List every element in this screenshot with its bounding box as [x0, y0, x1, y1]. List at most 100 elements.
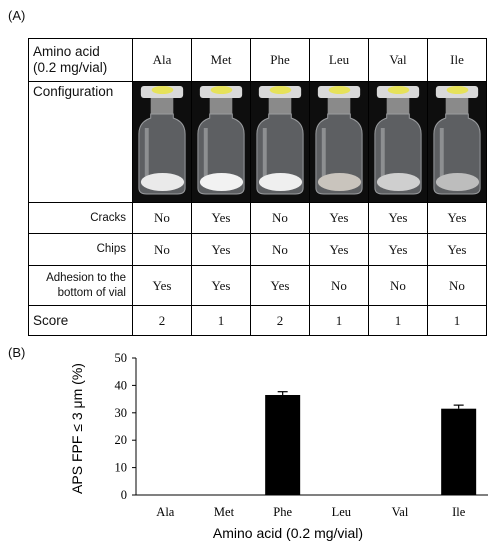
aa-header: Leu — [309, 38, 369, 82]
table-cell: No — [250, 233, 310, 266]
vial-body — [197, 113, 245, 195]
table-cell: Yes — [191, 265, 251, 306]
bar-phe — [265, 394, 301, 495]
glass-highlight — [439, 128, 444, 182]
vial-neck — [386, 98, 410, 114]
adhesion-label-line-2: bottom of vial — [57, 286, 126, 299]
x-tick-label: Met — [214, 505, 235, 519]
table-cell: Yes — [250, 265, 310, 306]
y-tick-label: 20 — [115, 433, 128, 447]
y-tick-label: 10 — [115, 461, 128, 475]
table-header-row: Amino acid (0.2 mg/vial) Ala Met Phe Leu… — [28, 38, 487, 82]
score-cell: 1 — [368, 305, 428, 336]
table-cell: Yes — [427, 233, 487, 266]
table-cell: No — [309, 265, 369, 306]
lyophilized-cake — [258, 173, 303, 191]
vial-body — [256, 113, 304, 195]
x-tick-label: Val — [392, 505, 409, 519]
x-tick-label: Leu — [332, 505, 352, 519]
cracks-row: Cracks No Yes No Yes Yes Yes — [28, 202, 487, 234]
vial-neck — [268, 98, 292, 114]
aa-header: Met — [191, 38, 251, 82]
x-tick-label: Ile — [452, 505, 466, 519]
stopper-label — [328, 86, 351, 94]
score-cell: 1 — [191, 305, 251, 336]
adhesion-row: Adhesion to the bottom of vial Yes Yes Y… — [28, 265, 487, 306]
vial-photo — [191, 81, 251, 203]
vial-body — [433, 113, 481, 195]
table-cell: No — [368, 265, 428, 306]
y-tick-label: 50 — [115, 351, 128, 365]
amino-acid-table: Amino acid (0.2 mg/vial) Ala Met Phe Leu… — [28, 38, 487, 336]
vial-photo — [309, 81, 369, 203]
table-cell: Yes — [309, 233, 369, 266]
y-tick-label: 40 — [115, 378, 128, 392]
lyophilized-cake — [317, 173, 362, 191]
configuration-row: Configuration — [28, 81, 487, 203]
lyophilized-cake — [140, 173, 185, 191]
table-cell: Yes — [368, 233, 428, 266]
glass-highlight — [262, 128, 267, 182]
y-tick-label: 30 — [115, 406, 128, 420]
header-line-1: Amino acid — [33, 44, 100, 59]
vial-neck — [327, 98, 351, 114]
table-cell: Yes — [427, 202, 487, 234]
vial-photo — [427, 81, 487, 203]
y-tick-label: 0 — [121, 488, 127, 502]
chips-row: Chips No Yes No Yes Yes Yes — [28, 233, 487, 266]
x-axis-title: Amino acid (0.2 mg/vial) — [213, 525, 363, 541]
vial-photo — [132, 81, 192, 203]
header-cell: Amino acid (0.2 mg/vial) — [28, 38, 133, 82]
stopper-label — [269, 86, 292, 94]
fpf-bar-chart: 0 10 20 30 40 50 Ala Met Phe Leu Val Ile Amino acid … — [69, 351, 488, 541]
table-cell: Yes — [191, 233, 251, 266]
vial-neck — [150, 98, 174, 114]
table-cell: Yes — [191, 202, 251, 234]
lyophilized-cake — [435, 173, 480, 191]
aa-header: Ala — [132, 38, 192, 82]
score-cell: 2 — [132, 305, 192, 336]
aa-header: Phe — [250, 38, 310, 82]
x-tick-label: Ala — [156, 505, 175, 519]
score-row: Score 2 1 2 1 1 1 — [28, 305, 487, 336]
aa-header: Ile — [427, 38, 487, 82]
table-cell: No — [427, 265, 487, 306]
lyophilized-cake — [376, 173, 421, 191]
table-cell: Yes — [368, 202, 428, 234]
vial-photo — [368, 81, 428, 203]
glass-highlight — [203, 128, 208, 182]
vial-body — [138, 113, 186, 195]
vial-neck — [445, 98, 469, 114]
table-cell: Yes — [309, 202, 369, 234]
vial-neck — [209, 98, 233, 114]
vial-body — [374, 113, 422, 195]
configuration-label: Configuration — [28, 81, 133, 203]
row-label-chips: Chips — [28, 233, 133, 266]
header-line-2: (0.2 mg/vial) — [33, 60, 108, 75]
panel-label-b: (B) — [8, 345, 26, 360]
table-cell: No — [132, 202, 192, 234]
table-cell: No — [132, 233, 192, 266]
score-cell: 1 — [309, 305, 369, 336]
x-tick-label: Phe — [273, 505, 292, 519]
table-cell: No — [250, 202, 310, 234]
row-label-adhesion: Adhesion to the bottom of vial — [28, 265, 133, 306]
table-cell: Yes — [132, 265, 192, 306]
adhesion-label-line-1: Adhesion to the — [46, 271, 126, 284]
lyophilized-cake — [199, 173, 244, 191]
row-label-cracks: Cracks — [28, 202, 133, 234]
score-label: Score — [28, 305, 133, 336]
aa-header: Val — [368, 38, 428, 82]
stopper-label — [446, 86, 469, 94]
glass-highlight — [144, 128, 149, 182]
stopper-label — [387, 86, 410, 94]
bar-ile — [441, 408, 477, 495]
score-cell: 2 — [250, 305, 310, 336]
glass-highlight — [380, 128, 385, 182]
score-cell: 1 — [427, 305, 487, 336]
panel-label-a: (A) — [8, 8, 26, 23]
glass-highlight — [321, 128, 326, 182]
stopper-label — [210, 86, 233, 94]
vial-photo — [250, 81, 310, 203]
stopper-label — [151, 86, 174, 94]
